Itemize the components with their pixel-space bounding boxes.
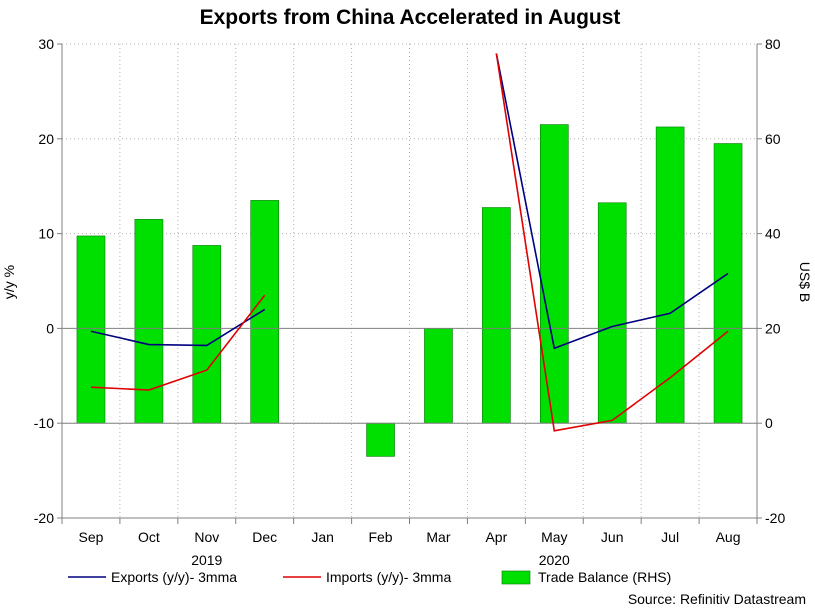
y-tick-label-right: 0 — [765, 415, 773, 431]
x-tick-label-nov: Nov — [194, 529, 219, 545]
bar-trade-balance-feb — [366, 422, 395, 457]
bar-trade-balance-mar — [424, 328, 453, 424]
x-tick-label-apr: Apr — [485, 529, 507, 545]
y-tick-label-left: -20 — [34, 510, 54, 526]
x-tick-label-may: May — [541, 529, 567, 545]
bar-trade-balance-sep — [76, 235, 106, 424]
x-tick-label-oct: Oct — [138, 529, 160, 545]
x-year-label-2019: 2019 — [191, 552, 222, 568]
x-tick-label-jul: Jul — [661, 529, 679, 545]
y-tick-label-right: -20 — [765, 510, 785, 526]
bar-trade-balance-apr — [482, 207, 511, 424]
line-exports — [495, 53, 729, 350]
x-year-label-2020: 2020 — [539, 552, 570, 568]
legend-swatch-trade-balance — [501, 570, 531, 585]
line-imports — [495, 53, 729, 432]
bar-trade-balance-jul — [655, 126, 685, 424]
line-imports — [90, 294, 266, 391]
bar-trade-balance-aug — [713, 143, 743, 424]
x-tick-label-jan: Jan — [311, 529, 334, 545]
y-tick-label-right: 20 — [765, 320, 781, 336]
axes — [57, 43, 762, 524]
source-note: Source: Refinitiv Datastream — [628, 591, 806, 607]
y-tick-label-right: 80 — [765, 36, 781, 52]
bar-trade-balance-nov — [192, 245, 222, 424]
tick-labels: -20 -10 0 10 20 30 -20 0 20 40 60 80 Sep Oct Nov Dec Jan… — [34, 36, 786, 568]
x-tick-label-aug: Aug — [716, 529, 741, 545]
y-tick-label-left: -10 — [34, 415, 54, 431]
y-tick-label-left: 0 — [46, 320, 54, 336]
lines — [90, 53, 729, 432]
y-tick-label-right: 60 — [765, 131, 781, 147]
x-tick-label-mar: Mar — [426, 529, 450, 545]
legend-label-exports: Exports (y/y)- 3mma — [111, 569, 237, 585]
x-tick-label-dec: Dec — [252, 529, 277, 545]
bars — [76, 124, 743, 457]
line-exports — [90, 308, 266, 347]
legend-label-imports: Imports (y/y)- 3mma — [326, 569, 451, 585]
bar-trade-balance-may — [539, 124, 569, 424]
legend-label-trade-balance: Trade Balance (RHS) — [538, 569, 671, 585]
legend: Exports (y/y)- 3mma Imports (y/y)- 3mma Tr… — [68, 569, 671, 585]
y-axis-label-right: US$ B — [797, 262, 813, 302]
y-tick-label-right: 40 — [765, 226, 781, 242]
grid — [62, 43, 757, 518]
y-tick-label-left: 10 — [38, 226, 54, 242]
x-tick-label-jun: Jun — [601, 529, 624, 545]
x-tick-label-feb: Feb — [368, 529, 392, 545]
bar-trade-balance-dec — [250, 200, 280, 424]
y-axis-label-left: y/y % — [1, 265, 17, 299]
y-tick-label-left: 30 — [38, 36, 54, 52]
bar-trade-balance-oct — [134, 219, 164, 424]
chart-title: Exports from China Accelerated in August — [200, 6, 621, 29]
bar-trade-balance-jun — [597, 202, 627, 424]
x-tick-label-sep: Sep — [78, 529, 103, 545]
y-tick-label-left: 20 — [38, 131, 54, 147]
